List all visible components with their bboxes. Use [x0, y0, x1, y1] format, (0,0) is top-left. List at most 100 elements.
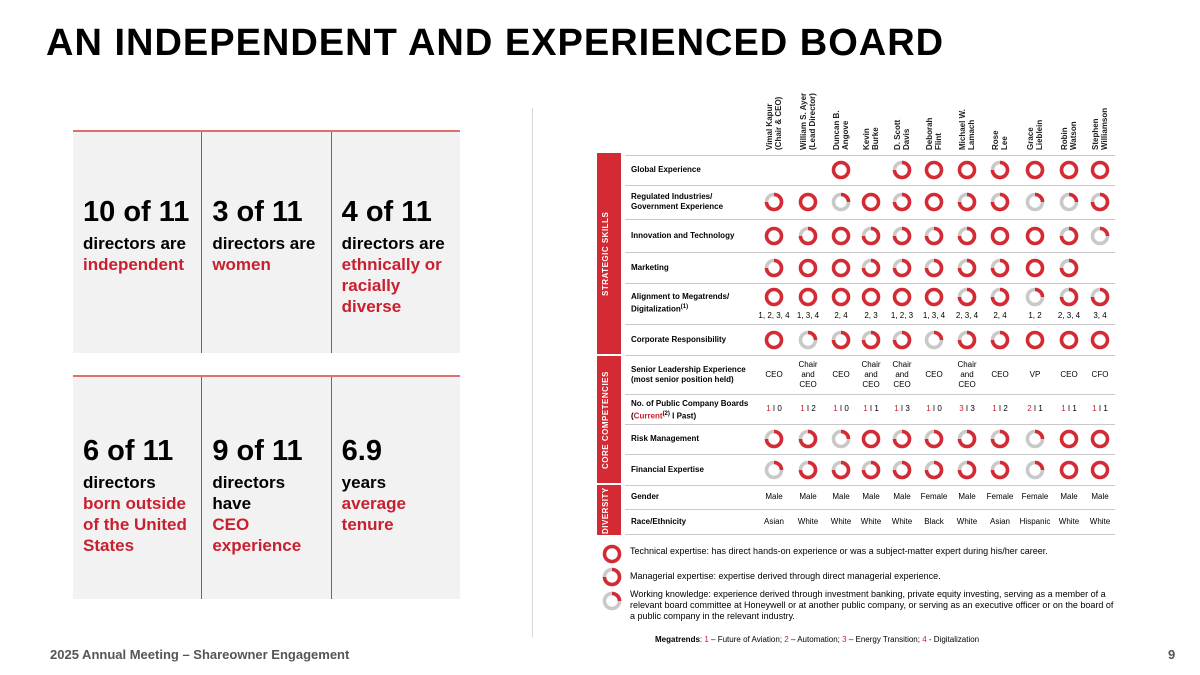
- expertise-ring-icon: [990, 287, 1010, 307]
- board-count: 1 I 3: [894, 404, 910, 413]
- expertise-ring-icon: [831, 287, 851, 307]
- row-label: No. of Public Company Boards (Current(2) …: [631, 399, 749, 421]
- director-header: Rose Lee: [991, 130, 1009, 150]
- megatrend-num: 4: [922, 635, 927, 644]
- senior-role: CFO: [1091, 369, 1109, 379]
- director-header: Duncan B. Angove: [832, 110, 850, 150]
- megatrend-code: 1, 2, 3: [890, 311, 914, 320]
- matrix-row: [625, 394, 1115, 424]
- megatrend-text: Automation: [797, 635, 838, 644]
- matrix-row: [625, 155, 1115, 185]
- expertise-ring-icon: [990, 258, 1010, 277]
- expertise-ring-icon: [990, 226, 1010, 245]
- ethnicity-value: Hispanic: [1019, 517, 1051, 526]
- expertise-ring-icon: [1059, 460, 1079, 479]
- row-label: Marketing: [631, 262, 669, 272]
- megatrends-label: Megatrends: [655, 635, 700, 644]
- matrix-row: [625, 283, 1115, 324]
- page-title: AN INDEPENDENT AND EXPERIENCED BOARD: [46, 22, 945, 64]
- expertise-ring-icon: [798, 226, 818, 245]
- row-label: Regulated Industries/Government Experien…: [631, 192, 724, 211]
- senior-role: CEO: [765, 369, 783, 379]
- expertise-ring-icon: [1025, 192, 1045, 212]
- expertise-ring-icon: [1025, 160, 1045, 180]
- expertise-ring-icon: [957, 330, 977, 349]
- section-label: STRATEGIC SKILLS: [601, 211, 610, 296]
- expertise-ring-icon: [1025, 226, 1045, 245]
- expertise-ring-icon: [957, 460, 977, 479]
- senior-role: VP: [1029, 369, 1041, 379]
- expertise-ring-icon: [1090, 429, 1110, 449]
- expertise-ring-icon: [1059, 258, 1079, 277]
- expertise-ring-icon: [957, 160, 977, 180]
- expertise-ring-icon: [892, 160, 912, 180]
- expertise-ring-icon: [798, 429, 818, 449]
- stat-number: 10 of 11: [83, 196, 190, 228]
- expertise-ring-icon: [861, 226, 881, 245]
- megatrend-code: 2, 3: [864, 311, 878, 320]
- expertise-ring-icon: [861, 429, 881, 449]
- expertise-ring-icon: [1025, 258, 1045, 277]
- stat-diverse: 4 of 11 directors are ethnically or raci…: [332, 132, 460, 353]
- expertise-ring-icon: [924, 460, 944, 479]
- director-header: D. Scott Davis: [893, 119, 911, 150]
- expertise-ring-icon: [892, 287, 912, 307]
- stat-highlight: born outside of the United States: [83, 494, 187, 555]
- row-label: Race/Ethnicity: [631, 517, 687, 526]
- board-count: 1 I 2: [800, 404, 816, 413]
- expertise-ring-icon: [861, 330, 881, 349]
- stat-number: 6.9: [341, 435, 382, 467]
- senior-role: CEO: [991, 369, 1009, 379]
- expertise-ring-icon: [831, 160, 851, 180]
- expertise-ring-icon: [831, 192, 851, 212]
- gender-value: Male: [958, 492, 976, 501]
- stat-tenure: 6.9 years average tenure: [332, 377, 460, 599]
- page-number: 9: [1168, 647, 1176, 662]
- expertise-ring-icon: [831, 226, 851, 245]
- expertise-ring-icon: [1059, 287, 1079, 307]
- expertise-ring-icon: [990, 460, 1010, 479]
- ethnicity-value: White: [830, 517, 852, 526]
- section-diversity: DIVERSITY: [597, 485, 621, 535]
- board-count: 1 I 0: [833, 404, 849, 413]
- stat-highlight: average tenure: [341, 494, 406, 534]
- board-count: 1 I 2: [992, 404, 1008, 413]
- row-label: Gender: [631, 492, 660, 501]
- stat-highlight: independent: [83, 255, 185, 274]
- stat-ceo-experience: 9 of 11 directors have CEO experience: [202, 377, 332, 599]
- expertise-ring-icon: [924, 330, 944, 349]
- vertical-divider: [532, 108, 533, 638]
- expertise-ring-icon: [764, 287, 784, 307]
- board-count: 2 I 1: [1027, 404, 1043, 413]
- expertise-ring-icon: [861, 192, 881, 212]
- stat-desc: directors: [83, 473, 156, 492]
- expertise-ring-icon: [831, 330, 851, 349]
- stat-number: 4 of 11: [341, 196, 432, 228]
- megatrend-code: 1, 2, 3, 4: [758, 311, 790, 320]
- matrix-row: [625, 424, 1115, 454]
- matrix-row: [625, 324, 1115, 355]
- ethnicity-value: White: [891, 517, 913, 526]
- expertise-ring-icon: [798, 258, 818, 277]
- megatrend-code: 2, 3, 4: [955, 311, 979, 320]
- megatrend-code: 1, 3, 4: [922, 311, 946, 320]
- director-header: Grace Lieblein: [1026, 119, 1044, 150]
- gender-value: Female: [986, 492, 1014, 501]
- stat-desc: directors are: [341, 234, 445, 253]
- board-count: 1 I 1: [1061, 404, 1077, 413]
- ethnicity-value: Asian: [989, 517, 1010, 526]
- row-label: Senior Leadership Experience (most senior…: [631, 364, 746, 384]
- ethnicity-value: White: [956, 517, 978, 526]
- megatrend-code: 2, 4: [993, 311, 1007, 320]
- expertise-ring-icon: [892, 460, 912, 479]
- expertise-ring-icon: [990, 160, 1010, 180]
- footer-text: 2025 Annual Meeting – Shareowner Engagem…: [50, 647, 350, 662]
- director-header: Stephen Williamson: [1091, 107, 1109, 150]
- director-header: Robin Watson: [1060, 121, 1078, 150]
- expertise-ring-icon: [1090, 330, 1110, 349]
- stat-panel-top: 10 of 11 directors are independent 3 of …: [73, 130, 460, 353]
- expertise-ring-icon: [924, 258, 944, 277]
- expertise-ring-icon: [957, 192, 977, 212]
- ethnicity-value: White: [797, 517, 819, 526]
- expertise-ring-icon: [892, 330, 912, 349]
